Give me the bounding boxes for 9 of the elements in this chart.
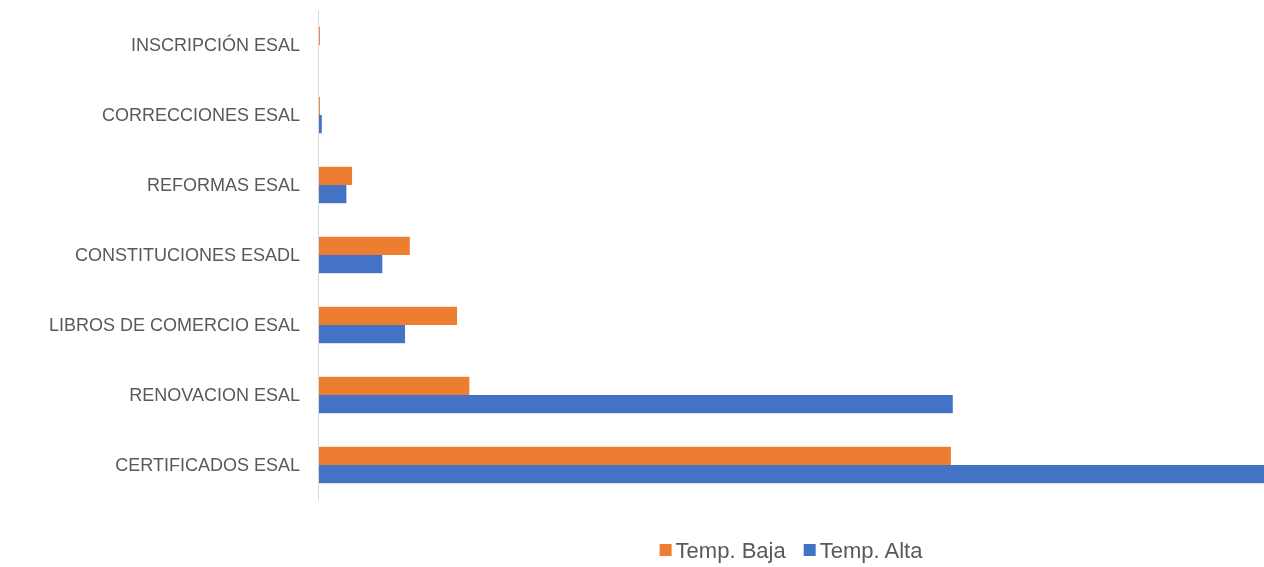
y-tick-label: CERTIFICADOS ESAL <box>115 454 300 475</box>
y-tick-label: INSCRIPCIÓN ESAL <box>130 33 300 55</box>
y-tick-label: LIBROS DE COMERCIO ESAL <box>48 314 300 335</box>
y-tick-label: RENOVACION ESAL <box>129 384 300 405</box>
legend-label: Temp. Baja <box>675 537 787 563</box>
legend-label: Temp. Alta <box>819 537 924 563</box>
y-tick-label: CONSTITUCIONES ESADL <box>74 244 300 265</box>
y-tick-label: REFORMAS ESAL <box>146 174 300 195</box>
y-tick-label: CORRECCIONES ESAL <box>101 104 300 125</box>
